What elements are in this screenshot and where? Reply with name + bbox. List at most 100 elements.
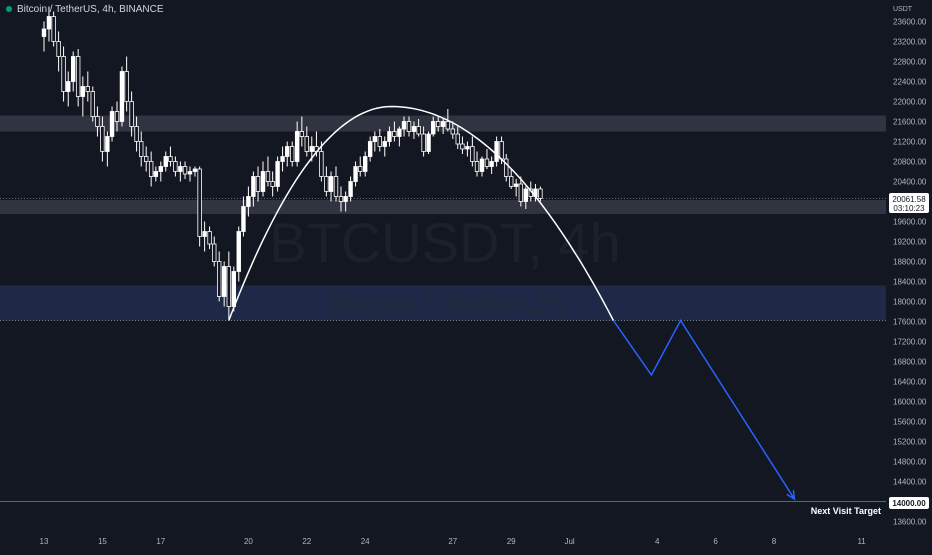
candle xyxy=(143,146,149,172)
candle xyxy=(173,156,178,177)
candle-body xyxy=(275,161,280,187)
time-tick-label: 11 xyxy=(857,537,866,546)
candle-body xyxy=(236,231,241,272)
candle-body xyxy=(124,71,129,102)
candle-body xyxy=(484,158,490,167)
price-tick-label: 21600.00 xyxy=(893,118,927,127)
candle-body xyxy=(309,146,314,152)
candle xyxy=(387,126,392,147)
candle-body xyxy=(513,183,519,187)
price-tick-label: 22000.00 xyxy=(893,98,927,107)
candle-body xyxy=(226,266,232,307)
candle-body xyxy=(474,161,480,172)
candle xyxy=(479,156,485,177)
candle xyxy=(246,186,251,217)
candle xyxy=(382,136,387,157)
candle-body xyxy=(265,171,271,182)
candle-body xyxy=(333,176,339,197)
candle-body xyxy=(294,131,300,162)
candle xyxy=(221,261,227,307)
candle-body xyxy=(470,146,475,162)
candle-body xyxy=(95,116,100,127)
candle-body xyxy=(367,141,373,157)
candle xyxy=(401,116,407,137)
time-tick-label: 15 xyxy=(98,537,107,546)
candle-body xyxy=(153,171,159,177)
candle-body xyxy=(119,71,125,122)
candle-body xyxy=(280,156,285,162)
candle-body xyxy=(231,271,236,307)
candle-body xyxy=(178,166,183,172)
candle xyxy=(260,161,266,197)
candle-body xyxy=(416,126,421,135)
price-tick-label: 17200.00 xyxy=(893,338,927,347)
time-tick-label: 13 xyxy=(40,537,49,546)
rounding-top-arc[interactable] xyxy=(228,105,615,321)
candle-body xyxy=(508,176,514,187)
candle-body xyxy=(499,141,504,160)
candle-body xyxy=(372,136,378,142)
price-tick-label: 23200.00 xyxy=(893,38,927,47)
candle xyxy=(236,226,241,282)
candle-body xyxy=(85,86,90,92)
candle xyxy=(265,156,271,187)
candle xyxy=(343,191,348,212)
current-price-countdown: 03:10:23 xyxy=(893,204,925,213)
candle xyxy=(178,161,183,182)
watermark-symbol: BTCUSDT, 4h xyxy=(269,211,621,274)
price-tick-label: 18800.00 xyxy=(893,258,927,267)
candle xyxy=(207,226,212,249)
candle xyxy=(338,186,344,212)
candle-body xyxy=(387,131,392,142)
projection-path[interactable] xyxy=(612,319,796,501)
candles xyxy=(41,6,543,319)
candle-body xyxy=(246,196,251,207)
candle xyxy=(202,221,207,252)
candle xyxy=(406,116,412,137)
time-axis-background xyxy=(0,532,932,550)
candle xyxy=(124,56,129,112)
candle-body xyxy=(255,176,261,192)
candle xyxy=(367,136,373,162)
candle xyxy=(397,126,402,147)
candle-body xyxy=(173,161,178,172)
candle-body xyxy=(192,168,198,172)
price-tick-label: 17600.00 xyxy=(893,318,927,327)
candle xyxy=(474,151,480,177)
candle-body xyxy=(182,166,188,175)
candle xyxy=(460,136,465,154)
price-tick-label: 13600.00 xyxy=(893,518,927,527)
candle-body xyxy=(421,133,426,152)
candle xyxy=(251,171,256,207)
candle-body xyxy=(445,121,451,130)
price-tick-label: 14800.00 xyxy=(893,458,927,467)
symbol-watermark: BTCUSDT, 4h Bitcoin / TetherUS xyxy=(269,211,621,321)
candle-body xyxy=(61,56,66,92)
candle-body xyxy=(148,161,154,177)
candle-body xyxy=(216,261,222,297)
candle-body xyxy=(494,141,499,162)
candle xyxy=(372,131,378,152)
candle xyxy=(377,129,382,152)
price-tick-label: 22800.00 xyxy=(893,58,927,67)
candle-body xyxy=(187,171,193,175)
candle xyxy=(450,121,455,139)
zone-support-upper xyxy=(0,200,886,214)
target-price-box xyxy=(889,497,929,509)
time-tick-label: 20 xyxy=(244,537,253,546)
candle-body xyxy=(328,176,334,192)
price-axis[interactable]: USDT 23600.00 23200.00 22800.00 22400.00 220… xyxy=(887,0,932,532)
time-axis[interactable]: 13 15 17 20 22 24 27 29 Jul 4 6 8 11 xyxy=(0,532,932,550)
candle xyxy=(129,91,134,137)
candle xyxy=(411,121,417,139)
candle xyxy=(358,156,363,177)
price-tick-label: 19200.00 xyxy=(893,238,927,247)
price-tick-label: 18000.00 xyxy=(893,298,927,307)
candle-body xyxy=(304,136,309,152)
candle xyxy=(508,169,514,189)
candle-body xyxy=(41,28,47,37)
candle-body xyxy=(401,121,407,130)
